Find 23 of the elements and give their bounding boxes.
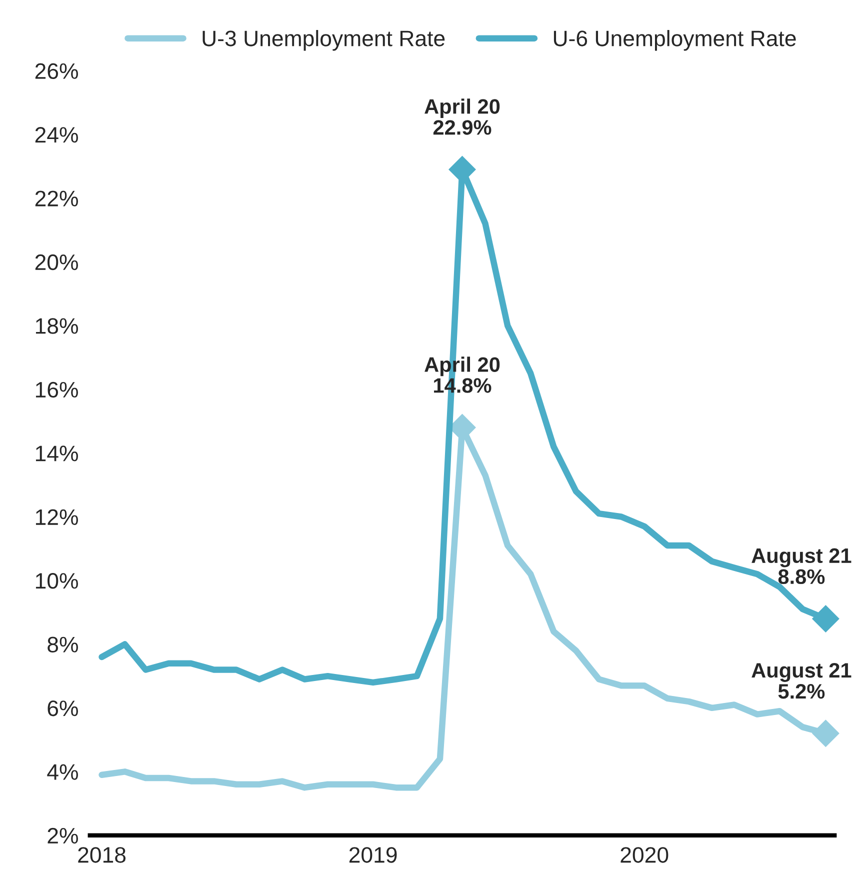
y-tick-label: 4% (47, 764, 78, 780)
y-tick-label: 20% (35, 254, 78, 270)
point (812, 720, 840, 747)
legend-label: U-6 Unemployment Rate (554, 30, 796, 51)
y-tick-label: 12% (36, 509, 78, 525)
y-tick-label: 24% (35, 126, 78, 143)
y-tick-label: 16% (36, 382, 78, 398)
y-tick-label: 18% (36, 318, 78, 334)
annotation: August 21 8.8% (752, 548, 852, 584)
y-tick-label: 2% (48, 828, 78, 844)
y-tick-label: 8% (48, 636, 78, 652)
y-tick-label: 26% (35, 63, 78, 79)
y-tick-label: 6% (48, 700, 78, 716)
legend-label: U-3 Unemployment Rate (202, 30, 445, 51)
y-tick-label: 10% (36, 573, 78, 589)
y-tick-label: 14% (36, 446, 78, 462)
annotation: April 20 22.9% (424, 98, 500, 135)
point (812, 605, 840, 632)
y-tick-label: 22% (35, 190, 78, 206)
annotation: August 21 5.2% (752, 662, 852, 699)
x-tick-label: 2020 (620, 847, 668, 863)
x-tick-label: 2019 (349, 847, 397, 863)
x-tick-label: 2018 (78, 847, 126, 863)
